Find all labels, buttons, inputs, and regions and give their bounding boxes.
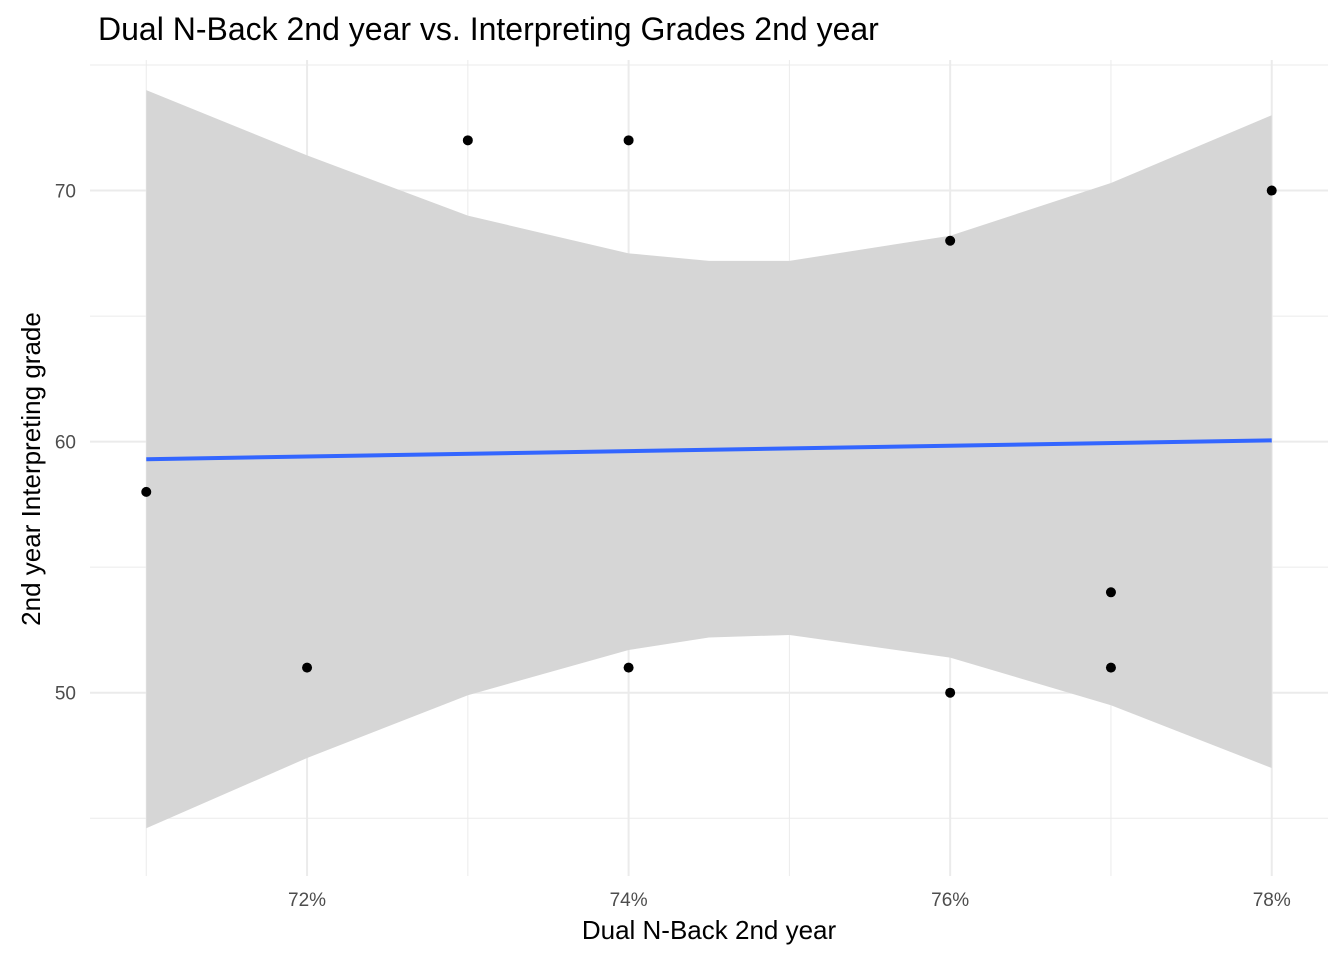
data-point — [462, 135, 473, 146]
data-point — [623, 662, 634, 673]
data-point — [141, 486, 152, 497]
data-point — [1105, 662, 1116, 673]
y-tick-label: 70 — [55, 182, 76, 203]
x-axis-title: Dual N-Back 2nd year — [582, 915, 837, 945]
y-axis-ticks: 50 60 70 — [55, 182, 76, 705]
chart-title: Dual N-Back 2nd year vs. Interpreting Gr… — [98, 11, 879, 47]
x-tick-label: 74% — [610, 890, 648, 911]
y-tick-label: 60 — [55, 433, 76, 454]
data-point — [623, 135, 634, 146]
y-axis-title: 2nd year Interpreting grade — [16, 312, 46, 626]
data-point — [302, 662, 313, 673]
x-axis-ticks: 72% 74% 76% 78% — [288, 890, 1291, 911]
y-tick-label: 50 — [55, 684, 76, 705]
data-point — [1266, 185, 1277, 196]
regression-line — [146, 438, 1272, 462]
data-point — [945, 235, 956, 246]
x-tick-label: 78% — [1253, 890, 1291, 911]
confidence-band — [146, 90, 1272, 829]
data-points — [141, 135, 1277, 698]
data-point — [1105, 587, 1116, 598]
data-point — [945, 687, 956, 698]
x-tick-label: 72% — [288, 890, 326, 911]
x-tick-label: 76% — [931, 890, 969, 911]
